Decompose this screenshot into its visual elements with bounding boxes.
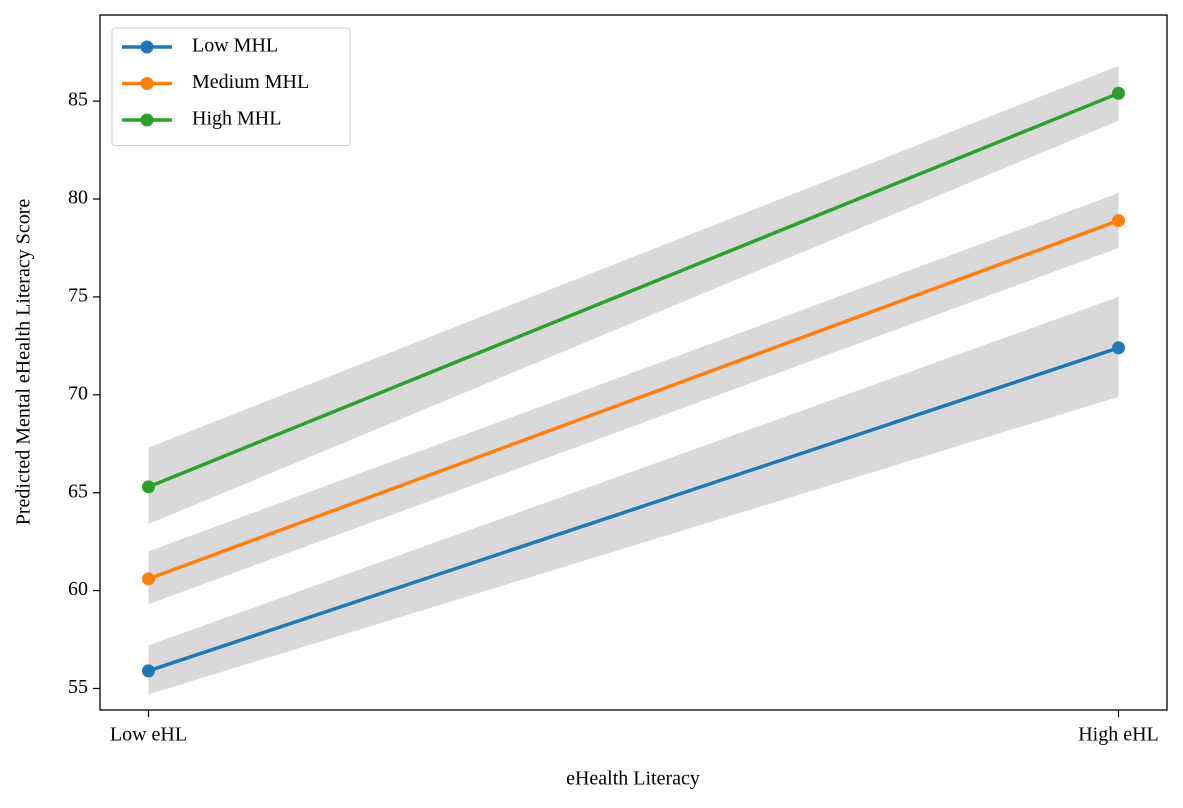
- legend-box: [111, 27, 351, 146]
- point: [142, 572, 155, 586]
- point: [1112, 341, 1125, 355]
- legend-label: Low MHL: [192, 35, 278, 57]
- confidence-band: [148, 65, 1119, 525]
- series-line: [147, 91, 1120, 489]
- point: [1112, 86, 1125, 100]
- y-tick-label: 60: [68, 578, 88, 600]
- y-axis-label: Predicted Mental eHealth Literacy Score: [13, 199, 35, 526]
- y-tick-label: 65: [68, 480, 88, 502]
- legend-label: Medium MHL: [192, 71, 309, 93]
- point: [142, 664, 155, 678]
- y-tick-label: 85: [68, 89, 88, 111]
- y-tick-label: 75: [68, 285, 88, 307]
- y-tick-label: 70: [68, 382, 88, 404]
- x-tick-label: Low eHL: [110, 724, 187, 746]
- x-axis-label: eHealth Literacy: [566, 768, 700, 790]
- legend-marker: [140, 77, 154, 90]
- legend-label: High MHL: [192, 108, 281, 130]
- x-tick-label: High eHL: [1078, 724, 1159, 746]
- confidence-band: [148, 296, 1119, 695]
- series-line: [147, 346, 1120, 673]
- plot-frame: [99, 14, 1168, 711]
- point: [1112, 214, 1125, 228]
- series-line: [147, 218, 1120, 581]
- y-tick-label: 80: [68, 187, 88, 209]
- legend-marker: [140, 113, 154, 127]
- point: [142, 480, 155, 494]
- legend-marker: [140, 40, 154, 54]
- y-tick-label: 55: [68, 676, 88, 698]
